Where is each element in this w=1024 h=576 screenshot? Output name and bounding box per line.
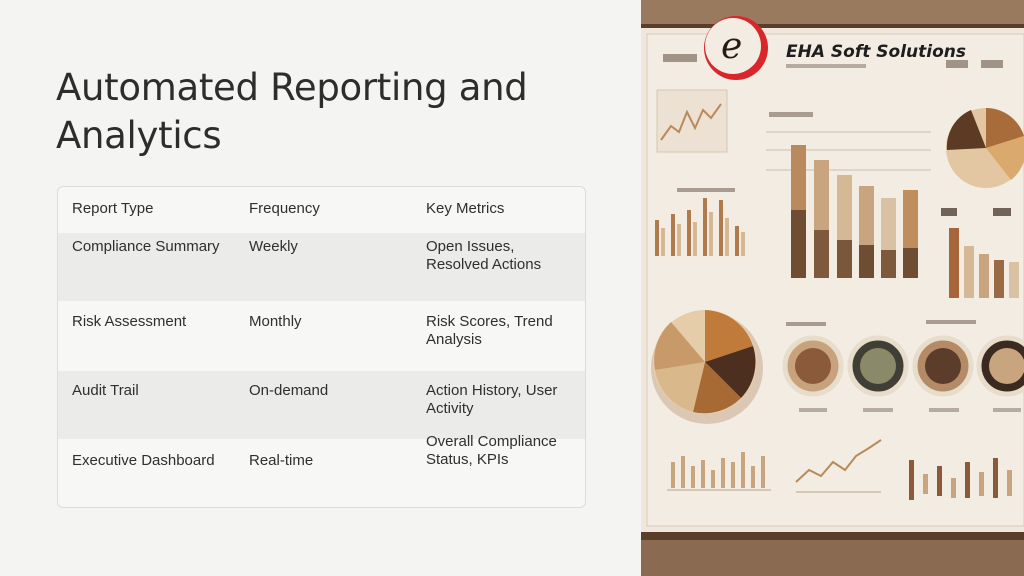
table-row: Audit Trail On-demand Action History, Us… [58, 371, 585, 439]
cell-frequency: Monthly [249, 313, 302, 330]
bar-chart-right [949, 228, 1019, 298]
cell-key-metrics: Action History, User Activity [426, 382, 558, 417]
report-table: Report Type Frequency Key Metrics Compli… [57, 186, 586, 508]
cell-key-metrics: Risk Scores, Trend Analysis [426, 313, 553, 348]
cell-key-metrics: Overall Compliance Status, KPIs [426, 433, 557, 468]
brand-logo: e [704, 16, 768, 80]
cell-frequency: Real-time [249, 452, 314, 469]
dashboard-illustration: e EHA Soft Solutions [641, 0, 1024, 576]
cell-key-metrics: Open Issues, Resolved Actions [426, 238, 542, 273]
pie-chart-large [651, 310, 763, 424]
header-key-metrics: Key Metrics [426, 200, 505, 217]
header-report-type: Report Type [72, 200, 154, 217]
pie-chart-small [946, 108, 1024, 188]
cell-report-type: Executive Dashboard [72, 452, 215, 469]
header-frequency: Frequency [249, 200, 320, 217]
cell-frequency: On-demand [249, 382, 329, 399]
table-row: Executive Dashboard Real-time Overall Co… [58, 433, 585, 507]
cell-report-type: Risk Assessment [72, 313, 187, 330]
slide-content: Automated Reporting and Analytics Report… [56, 66, 586, 508]
brand-name: EHA Soft Solutions [786, 42, 966, 62]
gauge-row [782, 335, 1024, 397]
bottom-bar-chart [671, 452, 765, 488]
cell-frequency: Weekly [249, 238, 298, 255]
table-row: Risk Assessment Monthly Risk Scores, Tre… [58, 301, 585, 371]
logo-letter: e [721, 26, 742, 67]
table-header-row: Report Type Frequency Key Metrics [58, 187, 585, 233]
bottom-line-chart [795, 439, 882, 493]
cell-report-type: Audit Trail [72, 382, 139, 399]
slide-title: Automated Reporting and Analytics [56, 66, 528, 157]
cell-report-type: Compliance Summary [72, 238, 220, 255]
bar-chart-large [766, 131, 931, 278]
bottom-candlestick-chart [909, 458, 1012, 500]
table-row: Compliance Summary Weekly Open Issues, R… [58, 233, 585, 301]
